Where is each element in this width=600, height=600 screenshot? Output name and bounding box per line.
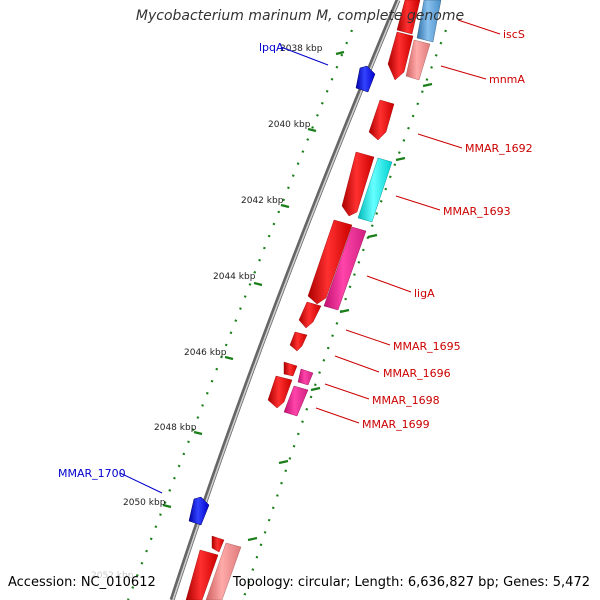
tick-mark: [395, 156, 406, 162]
gene-lpqA[interactable]: [355, 65, 376, 93]
gene-ligA[interactable]: [307, 219, 353, 305]
gene-label-MMAR_1693[interactable]: MMAR_1693: [443, 205, 511, 218]
label-leader-line: [315, 407, 360, 424]
tick-label: 2048 kbp: [154, 423, 197, 433]
gene-MMAR_1692[interactable]: [368, 99, 395, 141]
gene-ligA-pink[interactable]: [323, 226, 367, 311]
gene-next-salmon[interactable]: [205, 542, 242, 600]
gene-MMAR_1693[interactable]: [341, 151, 375, 217]
tick-mark: [224, 355, 234, 361]
genome-summary: Topology: circular; Length: 6,636,827 bp…: [232, 575, 590, 590]
tick-mark: [162, 503, 172, 509]
tick-mark: [280, 203, 290, 209]
gene-label-MMAR_1695[interactable]: MMAR_1695: [393, 340, 461, 353]
gene-label-MMAR_1699[interactable]: MMAR_1699: [362, 418, 430, 431]
label-leader-line: [417, 133, 463, 149]
tick-mark: [310, 386, 321, 392]
gene-label-MMAR_1698[interactable]: MMAR_1698: [372, 394, 440, 407]
tick-mark: [339, 308, 350, 314]
label-leader-line: [324, 383, 370, 400]
tick-mark: [422, 82, 433, 88]
tick-mark: [307, 127, 317, 133]
gene-iscS[interactable]: [396, 0, 421, 35]
label-leader-line: [119, 472, 163, 494]
gene-mnmA[interactable]: [387, 31, 414, 81]
tick-mark: [278, 459, 289, 465]
label-leader-line: [366, 275, 412, 293]
tick-label: 2042 kbp: [241, 196, 284, 206]
gene-next-red-upper[interactable]: [211, 535, 225, 553]
label-leader-line: [280, 46, 329, 66]
gene-MMAR_1699-pink[interactable]: [283, 385, 309, 417]
tick-label-faded: 2052 kbp: [91, 571, 134, 581]
gene-MMAR_1693-cyan[interactable]: [357, 157, 393, 223]
tick-label: 2044 kbp: [213, 272, 256, 282]
label-leader-line: [345, 329, 391, 346]
gene-MMAR_1695[interactable]: [298, 301, 322, 329]
inner-scale-track: [126, 29, 354, 600]
tick-label: 2050 kbp: [123, 498, 166, 508]
map-title: Mycobacterium marinum M, complete genome: [135, 8, 465, 24]
gene-MMAR_1696[interactable]: [289, 331, 308, 352]
tick-mark: [247, 536, 258, 542]
gene-label-ligA[interactable]: ligA: [414, 287, 435, 300]
tick-label: 2040 kbp: [268, 120, 311, 130]
gene-label-MMAR_1700[interactable]: MMAR_1700: [58, 467, 126, 480]
gene-label-iscS[interactable]: iscS: [503, 28, 525, 41]
gene-MMAR_1698-pink-upper[interactable]: [297, 368, 314, 386]
gene-mnmA-partner[interactable]: [405, 39, 431, 81]
tick-mark: [367, 233, 378, 239]
gene-label-MMAR_1692[interactable]: MMAR_1692: [465, 142, 533, 155]
tick-mark: [193, 430, 203, 436]
gene-iscS-partner[interactable]: [416, 0, 442, 43]
tick-mark: [335, 50, 345, 56]
label-leader-line: [457, 19, 501, 35]
outer-scale-track: [241, 29, 448, 600]
gene-label-MMAR_1696[interactable]: MMAR_1696: [383, 367, 451, 380]
label-leader-line: [334, 355, 380, 373]
tick-mark: [253, 281, 263, 287]
label-leader-line: [440, 65, 487, 80]
gene-label-mnmA[interactable]: mnmA: [489, 73, 525, 86]
gene-MMAR_1700[interactable]: [188, 496, 210, 526]
accession-label: Accession: NC_010612: [8, 575, 156, 590]
tick-label: 2038 kbp: [280, 44, 323, 54]
gene-label-lpqA[interactable]: lpqA: [259, 41, 284, 54]
gene-next-red[interactable]: [185, 549, 219, 600]
gene-MMAR_1698[interactable]: [267, 375, 293, 409]
label-leader-line: [395, 195, 441, 211]
gene-MMAR_1698-pre[interactable]: [283, 361, 298, 377]
tick-label: 2046 kbp: [184, 348, 227, 358]
